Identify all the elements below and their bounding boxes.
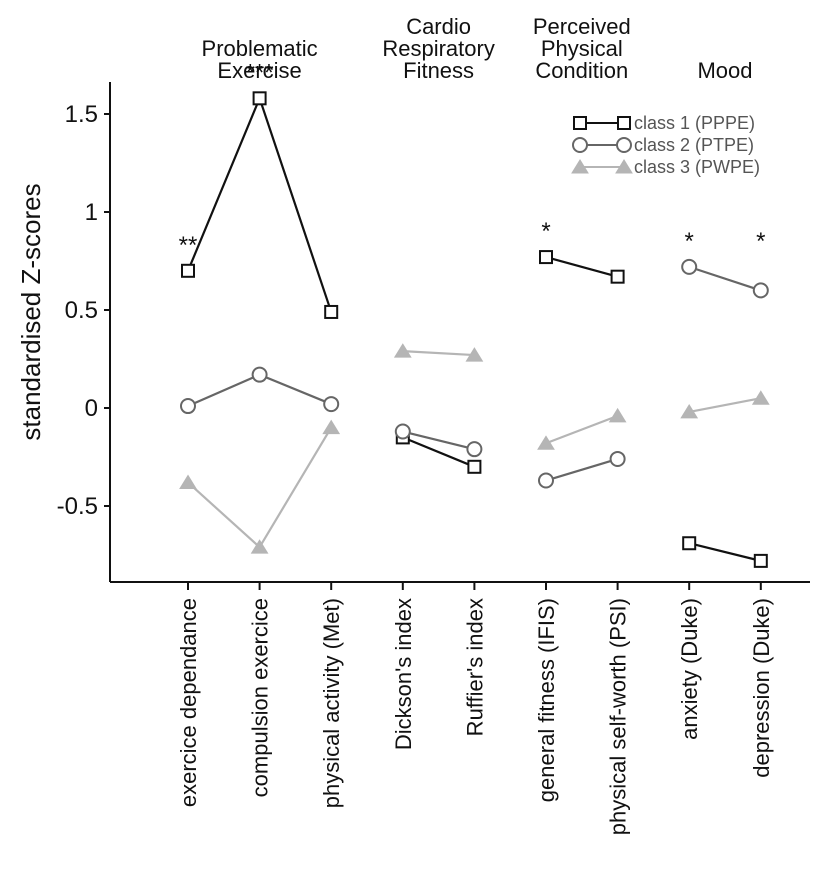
y-tick-label: 1 [85,199,98,226]
axes: standardised Z-scores [16,82,810,583]
legend-label: class 1 (PPPE) [634,113,755,133]
x-tick-label-exercice-dependance: exercice dependance [176,598,201,807]
series-1-point-ruffier-s-index [467,459,482,474]
series-3-point-exercice-dependance [179,474,197,489]
series-2-point-ruffier-s-index [466,441,483,458]
x-tick-label-ruffier-s-index: Ruffier's index [462,598,487,736]
legend-item-2: class 2 (PTPE) [572,135,754,155]
x-tick-label-compulsion-exercice: compulsion exercice [248,598,273,797]
series-2-point-general-fitness-ifis [538,472,554,489]
series-3-line [187,427,333,549]
x-tick-label-depression-duke: depression (Duke) [749,598,774,778]
series-3-point-physical-activity-met [322,419,341,435]
group-label-line: Mood [697,58,752,83]
series-1-point-compulsion-exercice [252,91,267,106]
series-2-point-anxiety-duke [681,258,698,275]
series-1-point-depression-duke [753,553,768,568]
series-1-point-physical-activity-met [324,304,339,319]
significance-annotations: ****** * * [179,59,766,258]
x-ticks: exercice dependance compulsion exercice ph… [176,582,774,835]
legend-item-3: class 3 (PWPE) [571,157,760,177]
significance-marker: * [541,218,550,245]
y-tick-label: 0.5 [65,297,98,324]
group-label-line: Fitness [403,58,474,83]
series-2-point-depression-duke [752,282,769,299]
series-2-point-physical-self-worth-psi [609,450,626,467]
group-label-line: Perceived [533,14,631,39]
series-2-point-exercice-dependance [180,398,196,415]
significance-marker: * [685,228,694,255]
series-2-line [402,430,475,451]
legend-marker-left [573,116,587,130]
series-2-point-dickson-s-index [394,423,411,440]
legend-label: class 3 (PWPE) [634,157,760,177]
legend: class 1 (PPPE)class 2 (PTPE)class 3 (PWP… [571,113,760,177]
series-3-point-general-fitness-ifis [537,435,555,450]
series-1-point-general-fitness-ifis [539,250,553,265]
x-tick-label-anxiety-duke: anxiety (Duke) [677,598,702,740]
y-axis-label: standardised Z-scores [16,183,46,440]
series [179,91,770,568]
group-label-line: Respiratory [382,36,494,61]
series-3-point-dickson-s-index [393,343,412,358]
series-3-line [545,414,618,445]
series-3-point-physical-self-worth-psi [608,407,627,423]
series-1-point-exercice-dependance [181,263,195,278]
legend-marker-right [617,116,631,130]
series-1-point-physical-self-worth-psi [610,269,625,284]
series-2 [180,258,769,489]
group-label-line: Physical [541,36,623,61]
x-tick-label-physical-activity-met: physical activity (Met) [319,598,344,808]
series-3-point-depression-duke [751,390,770,405]
series-1-line [688,542,762,562]
x-tick-label-dickson-s-index: Dickson's index [391,598,416,750]
group-label-line: Exercise [217,58,301,83]
series-2-line [688,265,762,292]
significance-marker: *** [246,59,274,86]
group-label-line: Condition [535,58,628,83]
legend-item-1: class 1 (PPPE) [573,113,755,133]
series-1-line [402,436,475,468]
series-3-point-anxiety-duke [680,403,699,419]
legend-marker-left [572,137,588,153]
x-tick-label-physical-self-worth-psi: physical self-worth (PSI) [606,598,631,835]
series-3-line [688,397,762,414]
legend-marker-right [616,137,632,153]
series-3 [179,343,770,554]
y-tick-label: -0.5 [57,493,98,520]
y-ticks: 1.5 1 0.5 0 -0.5 [57,101,110,520]
legend-label: class 2 (PTPE) [634,135,754,155]
series-1-line [186,95,333,313]
significance-marker: * [756,228,765,255]
group-label-line: Problematic [202,36,318,61]
series-3-line [402,350,475,357]
series-1-point-anxiety-duke [682,536,697,551]
series-3-point-ruffier-s-index [465,347,484,362]
series-2-line [545,457,618,482]
legend-marker-left [571,159,589,174]
series-3-point-compulsion-exercice [250,539,269,554]
y-tick-label: 0 [85,395,98,422]
legend-marker-right [615,159,633,174]
significance-marker: ** [179,232,198,259]
x-tick-label-general-fitness-ifis: general fitness (IFIS) [534,598,559,802]
y-tick-label: 1.5 [65,101,98,128]
series-2-point-physical-activity-met [323,396,340,413]
series-2-point-compulsion-exercice [251,366,268,383]
group-label-line: Cardio [406,14,471,39]
series-1-line [545,256,618,278]
